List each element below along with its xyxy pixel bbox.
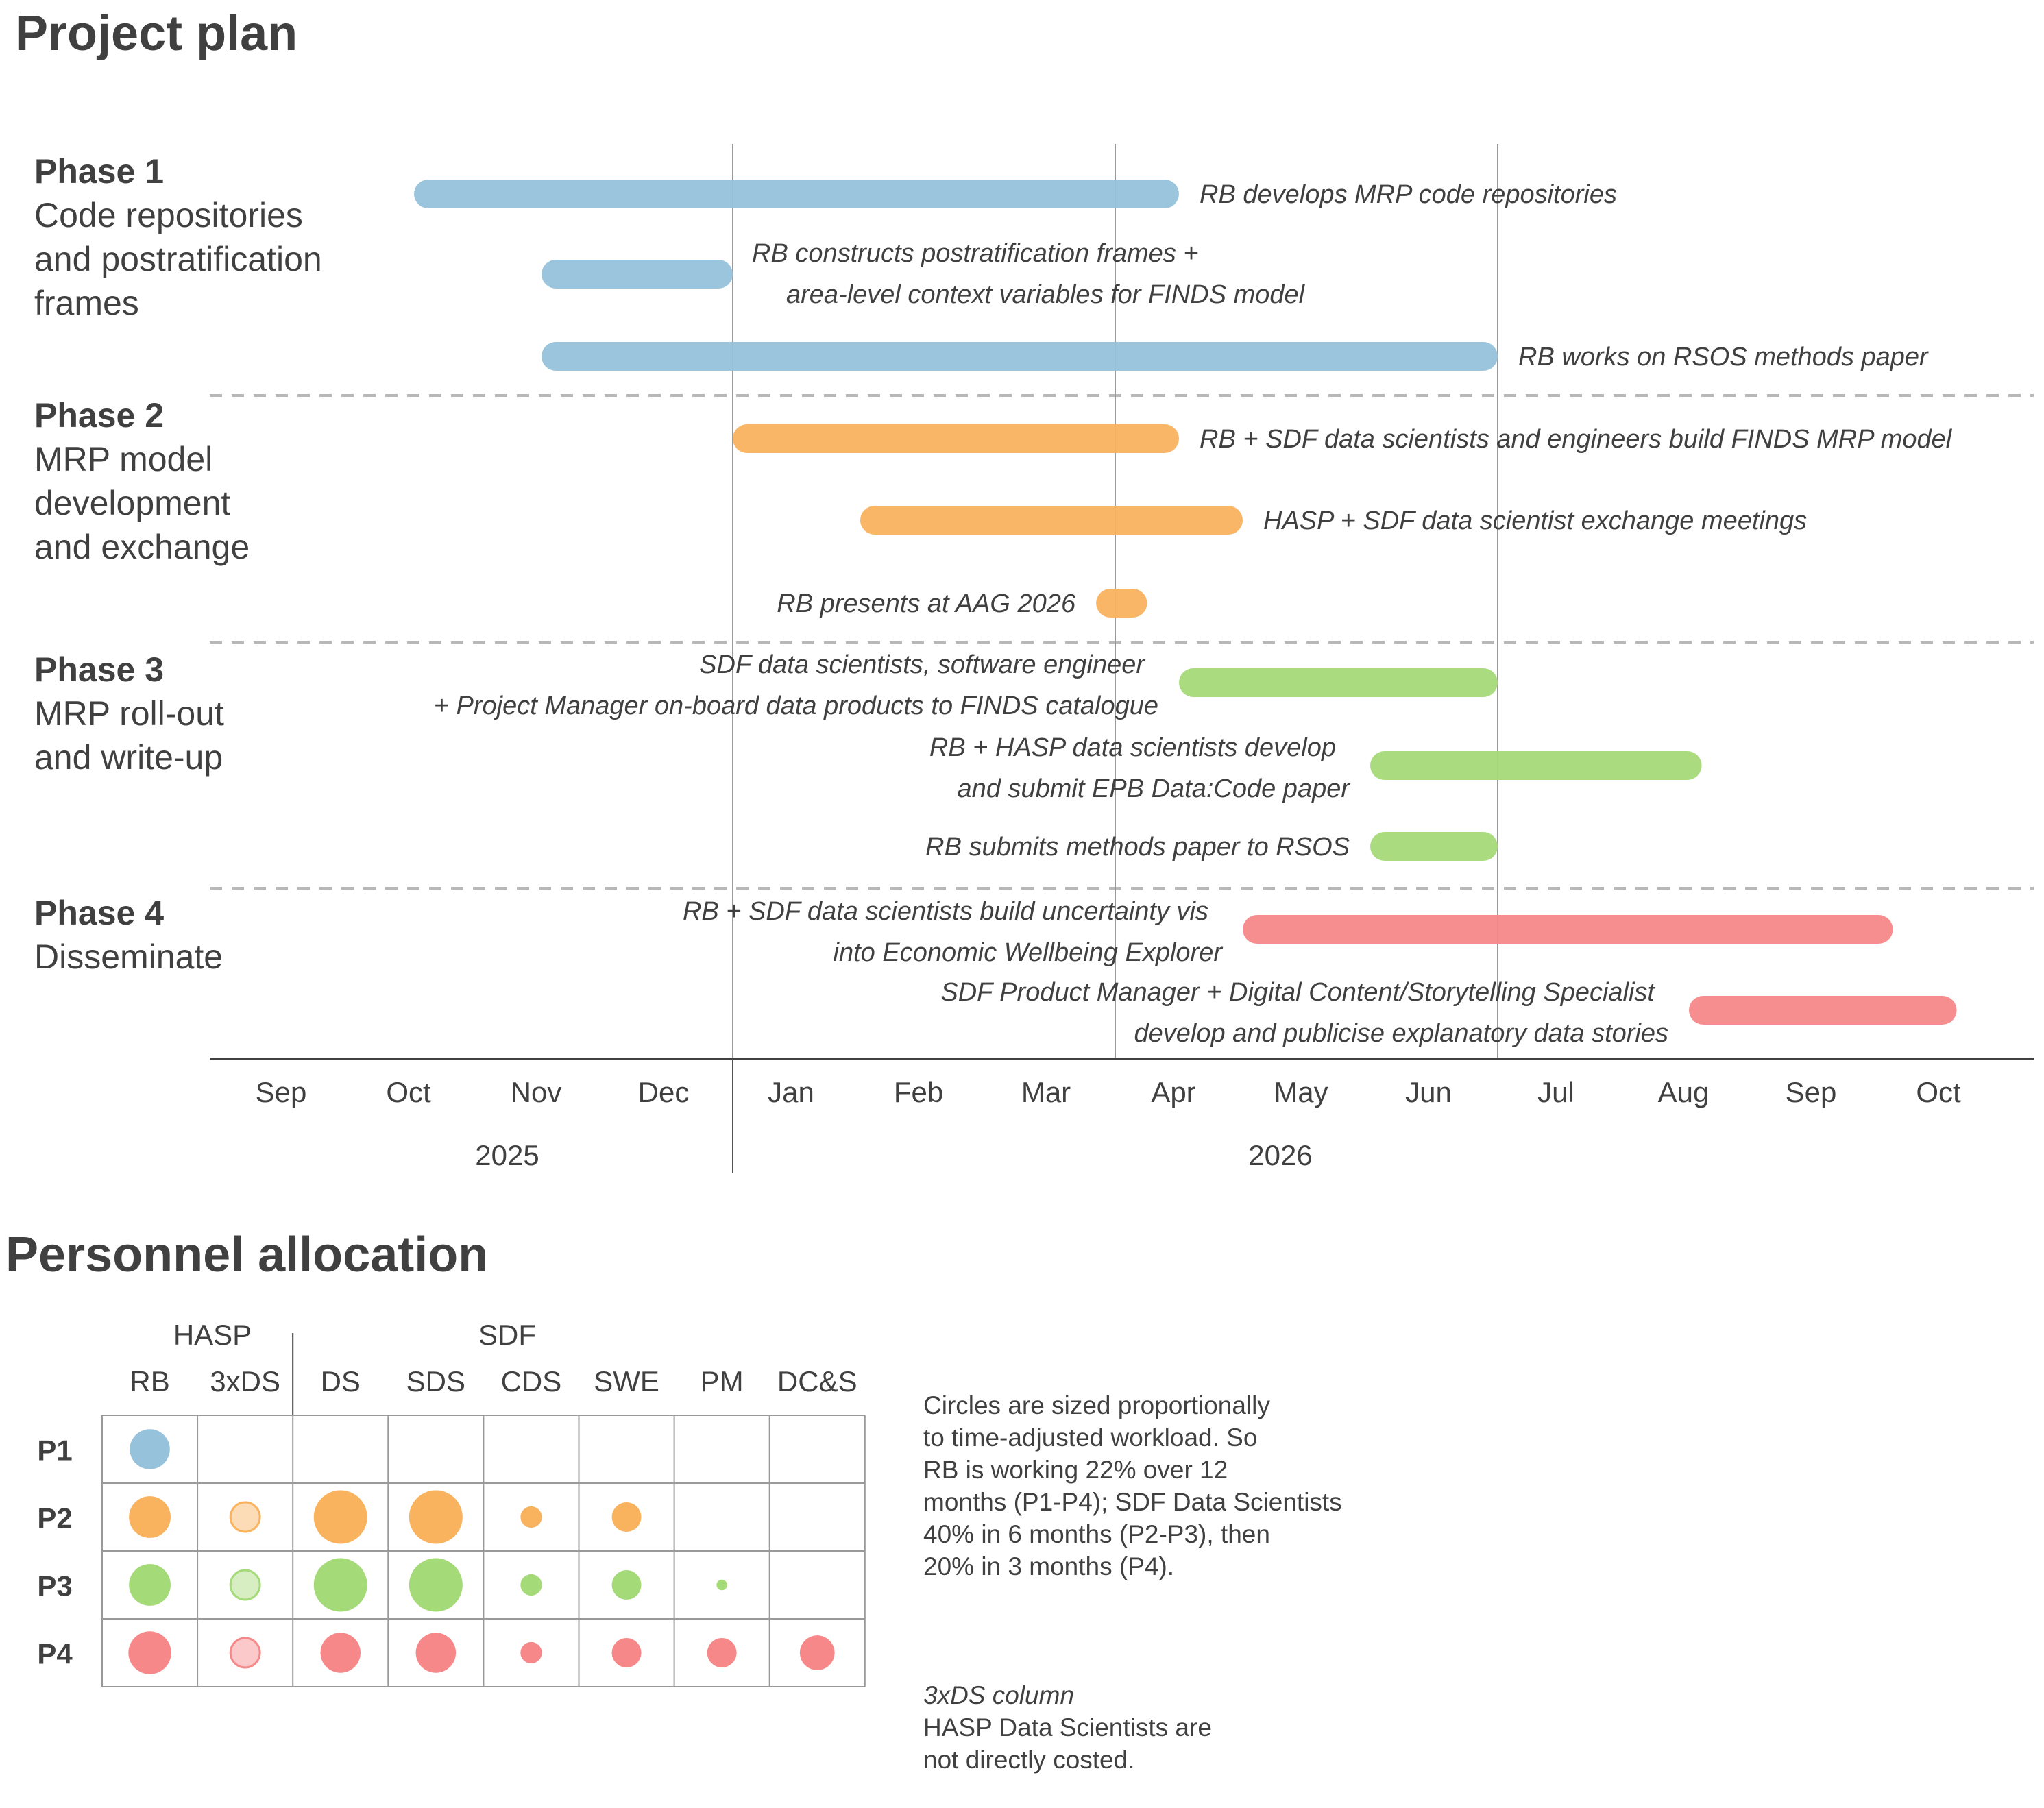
month-tick-10: Jun	[1405, 1076, 1452, 1108]
allocation-circle-p2-3xds	[229, 1501, 261, 1533]
task-bar-9	[1370, 832, 1498, 861]
phase-4-description: Disseminate	[34, 938, 223, 976]
month-tick-14: Oct	[1916, 1076, 1961, 1108]
phase-3-description: MRP roll-out and write-up	[34, 694, 224, 777]
task-bar-6	[1096, 589, 1147, 618]
task-bar-5	[860, 506, 1243, 535]
column-header-2: 3xDS	[210, 1365, 280, 1397]
month-tick-7: Mar	[1021, 1076, 1071, 1108]
phase-2-name: Phase 2	[34, 396, 165, 435]
task-bar-2	[542, 260, 733, 289]
allocation-circle-p4-pm	[707, 1638, 737, 1667]
column-header-1: RB	[130, 1365, 169, 1397]
phase-2-description: MRP model development and exchange	[34, 440, 250, 566]
allocation-note: Circles are sized proportionally to time…	[923, 1357, 1342, 1808]
task-label-1: RB develops MRP code repositories	[1200, 180, 1617, 209]
task-label-9: RB submits methods paper to RSOS	[925, 833, 1350, 862]
allocation-circle-p4-sds	[415, 1633, 457, 1673]
allocation-circle-p4-3xds	[229, 1637, 261, 1669]
allocation-circle-p3-pm	[716, 1579, 727, 1591]
allocation-circle-p3-rb	[129, 1564, 171, 1606]
month-tick-6: Feb	[894, 1076, 943, 1108]
month-tick-13: Sep	[1786, 1076, 1837, 1108]
allocation-note-main: Circles are sized proportionally to time…	[923, 1391, 1342, 1580]
month-tick-4: Dec	[638, 1076, 690, 1108]
task-bar-7	[1179, 668, 1498, 697]
task-label-6: RB presents at AAG 2026	[777, 589, 1076, 618]
month-tick-1: Sep	[256, 1076, 307, 1108]
row-header-p2: P2	[37, 1502, 72, 1535]
allocation-circle-p2-cds	[520, 1506, 542, 1528]
allocation-note-subtext: HASP Data Scientists are not directly co…	[923, 1713, 1212, 1774]
allocation-circle-p4-cds	[520, 1641, 542, 1664]
task-label-3: RB works on RSOS methods paper	[1518, 343, 1929, 371]
column-header-7: PM	[701, 1365, 744, 1397]
column-header-3: DS	[321, 1365, 361, 1397]
row-header-p4: P4	[37, 1638, 73, 1670]
allocation-circle-p2-swe	[611, 1502, 642, 1532]
allocation-circle-p4-swe	[611, 1638, 642, 1667]
task-bar-4	[733, 424, 1179, 453]
task-bar-3	[542, 342, 1498, 371]
phase-3-label: Phase 3 MRP roll-out and write-up	[34, 648, 224, 779]
gantt-chart: RB develops MRP code repositories RB cons…	[210, 144, 2034, 1173]
allocation-circle-p2-ds	[313, 1490, 367, 1544]
task-label-10-line-2: into Economic Wellbeing Explorer	[834, 938, 1224, 967]
allocation-circle-p4-rb	[128, 1631, 171, 1674]
task-label-11-line-2: develop and publicise explanatory data s…	[1134, 1019, 1668, 1048]
phase-1-name: Phase 1	[34, 152, 165, 191]
phase-4-name: Phase 4	[34, 894, 165, 932]
task-label-2-line-2: area-level context variables for FINDS m…	[786, 280, 1306, 309]
task-label-2-line-1: RB constructs postratification frames +	[752, 239, 1199, 268]
allocation-circle-p2-sds	[409, 1490, 463, 1544]
month-tick-3: Nov	[511, 1076, 562, 1108]
phase-1-description: Code repositories and postratification f…	[34, 196, 322, 322]
task-label-5: HASP + SDF data scientist exchange meeti…	[1263, 506, 1807, 535]
personnel-allocation-title: Personnel allocation	[5, 1227, 489, 1282]
task-label-8-line-2: and submit EPB Data:Code paper	[958, 774, 1351, 803]
allocation-circle-p3-swe	[611, 1570, 642, 1600]
task-bar-8	[1370, 751, 1702, 780]
year-label-2026: 2026	[1248, 1139, 1312, 1171]
task-label-8-line-1: RB + HASP data scientists develop	[929, 733, 1336, 762]
column-header-6: SWE	[594, 1365, 659, 1397]
column-header-4: SDS	[406, 1365, 465, 1397]
month-tick-5: Jan	[768, 1076, 814, 1108]
task-label-4: RB + SDF data scientists and engineers b…	[1200, 425, 1953, 454]
allocation-circle-p4-dcs	[799, 1635, 835, 1670]
phase-4-label: Phase 4 Disseminate	[34, 891, 223, 979]
group-label-hasp: HASP	[173, 1319, 252, 1351]
month-tick-12: Aug	[1658, 1076, 1710, 1108]
phase-2-label: Phase 2 MRP model development and exchan…	[34, 393, 250, 569]
month-tick-8: Apr	[1151, 1076, 1195, 1108]
allocation-circle-p3-sds	[409, 1558, 463, 1612]
personnel-matrix: HASP SDF RB 3xDS DS SDS CDS SWE PM DC&S P1 P2 P3 P4	[37, 1319, 866, 1687]
task-bar-10	[1243, 915, 1893, 944]
phase-1-label: Phase 1 Code repositories and postratifi…	[34, 149, 322, 325]
year-label-2025: 2025	[475, 1139, 539, 1171]
column-header-8: DC&S	[777, 1365, 857, 1397]
allocation-circle-p3-3xds	[229, 1569, 261, 1601]
task-bar-1	[414, 180, 1179, 208]
allocation-circle-p4-ds	[320, 1633, 361, 1673]
allocation-circle-p3-ds	[313, 1558, 367, 1612]
row-header-p1: P1	[37, 1434, 72, 1467]
month-tick-11: Jul	[1537, 1076, 1574, 1108]
task-label-7-line-1: SDF data scientists, software engineer	[699, 650, 1145, 679]
group-label-sdf: SDF	[478, 1319, 536, 1351]
allocation-circle-p3-cds	[520, 1574, 542, 1596]
task-label-7-line-2: + Project Manager on-board data products…	[434, 692, 1158, 720]
allocation-note-subheading: 3xDS column	[923, 1681, 1075, 1709]
month-tick-2: Oct	[386, 1076, 431, 1108]
phase-3-name: Phase 3	[34, 650, 165, 689]
task-label-11-line-1: SDF Product Manager + Digital Content/St…	[940, 978, 1655, 1007]
row-header-p3: P3	[37, 1570, 72, 1602]
column-header-5: CDS	[501, 1365, 562, 1397]
task-label-10-line-1: RB + SDF data scientists build uncertain…	[683, 897, 1208, 926]
month-tick-9: May	[1274, 1076, 1328, 1108]
allocation-circle-p2-rb	[129, 1496, 171, 1538]
allocation-circle-p1-rb	[130, 1429, 170, 1469]
task-bar-11	[1689, 996, 1957, 1025]
project-plan-title: Project plan	[15, 6, 298, 61]
